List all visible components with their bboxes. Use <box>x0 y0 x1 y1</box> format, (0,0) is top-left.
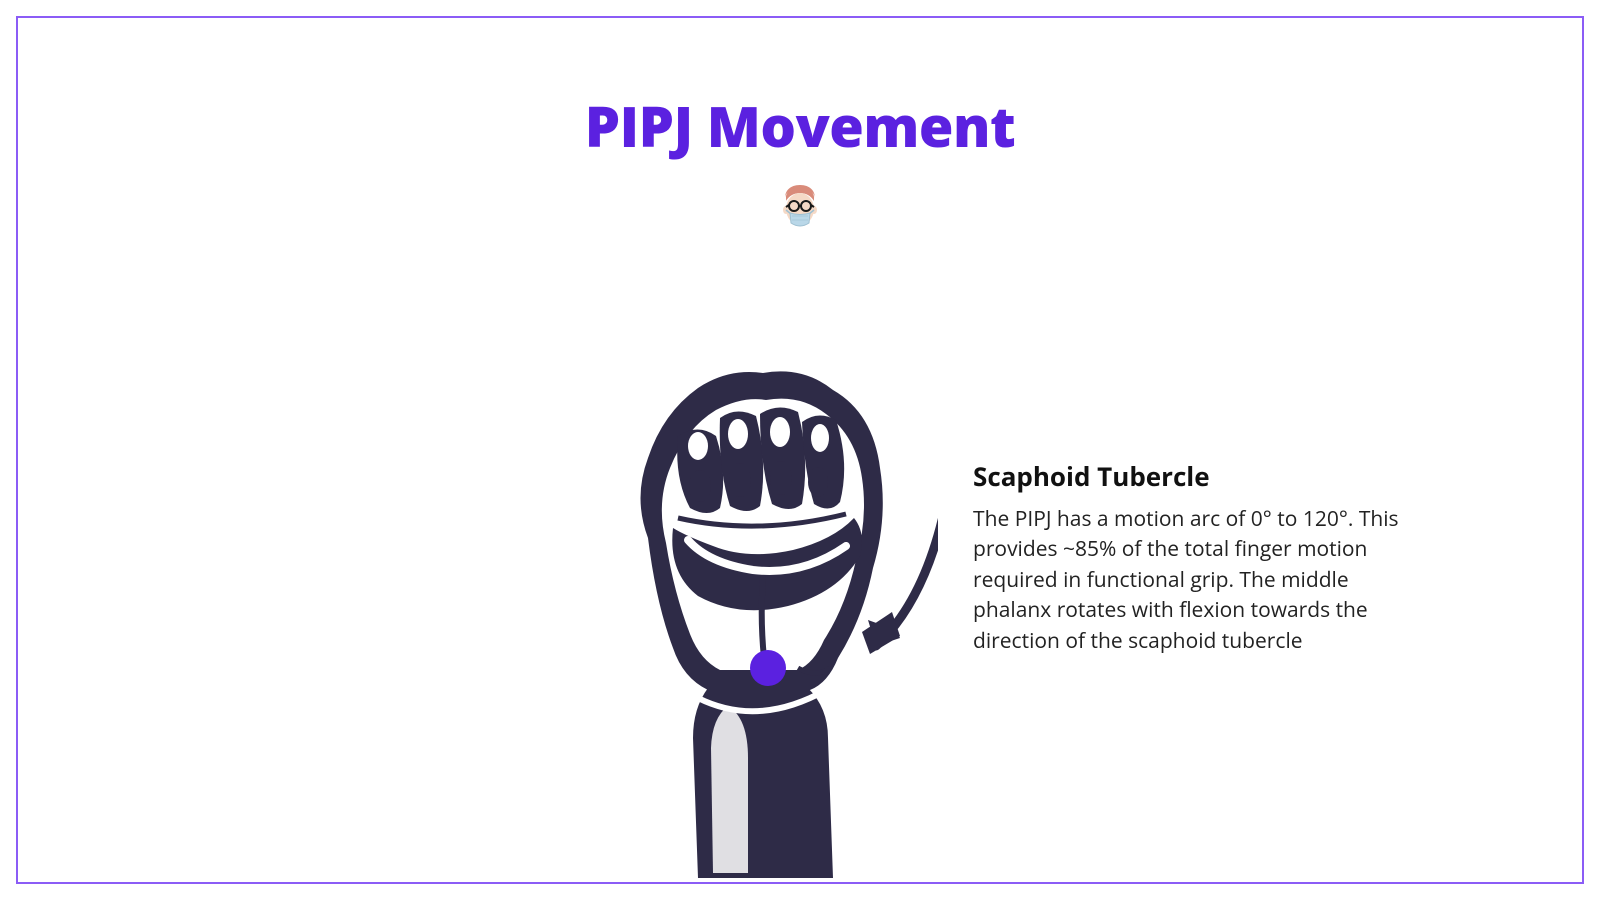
masked-doctor-avatar-icon <box>776 183 824 235</box>
slide-frame: PIPJ Movement <box>16 16 1584 884</box>
fist-illustration <box>578 318 938 878</box>
annotation-block: Scaphoid Tubercle The PIPJ has a motion … <box>973 458 1403 656</box>
annotation-heading: Scaphoid Tubercle <box>973 458 1403 494</box>
scaphoid-tubercle-marker <box>750 650 786 686</box>
annotation-body-text: The PIPJ has a motion arc of 0° to 120°.… <box>973 504 1403 656</box>
slide-title: PIPJ Movement <box>18 88 1582 164</box>
